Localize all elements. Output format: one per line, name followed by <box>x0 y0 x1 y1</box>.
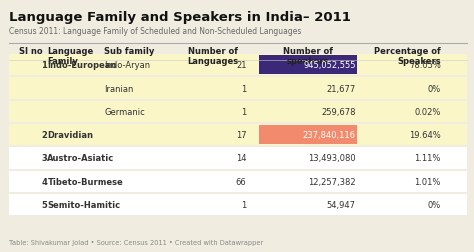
Text: 1.01%: 1.01% <box>414 177 441 186</box>
Text: 259,678: 259,678 <box>321 107 356 116</box>
Text: 1: 1 <box>241 107 246 116</box>
Bar <box>9 55 467 76</box>
Text: Germanic: Germanic <box>104 107 145 116</box>
Text: Indo-European: Indo-European <box>47 61 117 70</box>
Bar <box>9 171 467 192</box>
Bar <box>9 194 467 215</box>
Bar <box>9 78 467 99</box>
Text: 945,052,555: 945,052,555 <box>303 61 356 70</box>
Bar <box>259 56 357 75</box>
Text: Indo-Aryan: Indo-Aryan <box>104 61 150 70</box>
Bar <box>9 124 467 146</box>
Text: Sub family: Sub family <box>104 47 155 56</box>
Text: 21,677: 21,677 <box>326 84 356 93</box>
Text: 2: 2 <box>42 131 47 140</box>
Text: Sl no: Sl no <box>19 47 43 56</box>
Text: 1: 1 <box>42 61 47 70</box>
Bar <box>259 125 357 145</box>
Text: 3: 3 <box>42 154 47 163</box>
Text: Language
Family: Language Family <box>47 47 94 66</box>
Text: 14: 14 <box>236 154 246 163</box>
Text: 0%: 0% <box>428 84 441 93</box>
Bar <box>9 148 467 169</box>
Text: 1: 1 <box>241 84 246 93</box>
Text: 0%: 0% <box>428 200 441 209</box>
Text: 1: 1 <box>241 200 246 209</box>
Text: Census 2011: Language Family of Scheduled and Non-Scheduled Languages: Census 2011: Language Family of Schedule… <box>9 26 302 36</box>
Text: 21: 21 <box>236 61 246 70</box>
Text: 13,493,080: 13,493,080 <box>308 154 356 163</box>
Text: 54,947: 54,947 <box>327 200 356 209</box>
Text: 4: 4 <box>42 177 47 186</box>
Text: 0.02%: 0.02% <box>414 107 441 116</box>
Text: Tibeto-Burmese: Tibeto-Burmese <box>47 177 123 186</box>
Text: Iranian: Iranian <box>104 84 134 93</box>
Text: Table: Shivakumar Jolad • Source: Census 2011 • Created with Datawrapper: Table: Shivakumar Jolad • Source: Census… <box>9 239 264 245</box>
Text: 237,840,116: 237,840,116 <box>302 131 356 140</box>
Text: Number of
Languages: Number of Languages <box>188 47 239 66</box>
Text: Number of
speakers: Number of speakers <box>283 47 333 66</box>
Text: Percentage of
Speakers: Percentage of Speakers <box>374 47 441 66</box>
Text: 17: 17 <box>236 131 246 140</box>
Bar <box>9 101 467 122</box>
Text: Dravidian: Dravidian <box>47 131 93 140</box>
Text: 78.05%: 78.05% <box>409 61 441 70</box>
Text: 66: 66 <box>236 177 246 186</box>
Text: Austro-Asiatic: Austro-Asiatic <box>47 154 115 163</box>
Text: 19.64%: 19.64% <box>409 131 441 140</box>
Text: Semito-Hamitic: Semito-Hamitic <box>47 200 120 209</box>
Text: 1.11%: 1.11% <box>414 154 441 163</box>
Text: 5: 5 <box>42 200 47 209</box>
Text: 12,257,382: 12,257,382 <box>308 177 356 186</box>
Text: Language Family and Speakers in India– 2011: Language Family and Speakers in India– 2… <box>9 11 351 24</box>
